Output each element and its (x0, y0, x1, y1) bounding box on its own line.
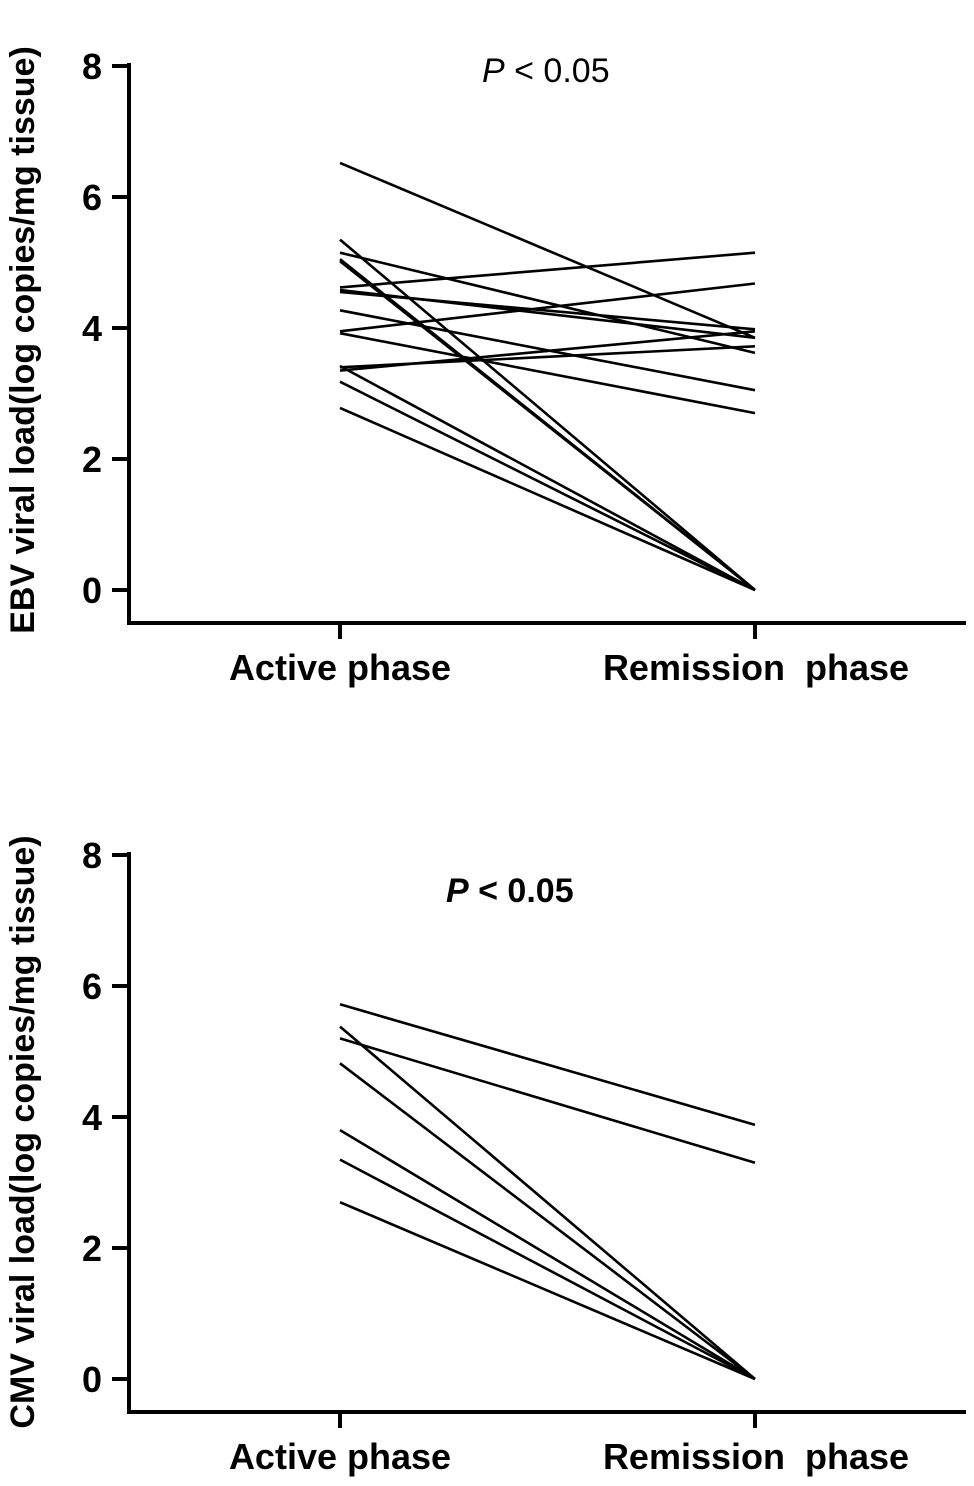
ebv-series-line (339, 331, 756, 415)
ebv-series-line (339, 330, 756, 372)
ebv-series-line (339, 251, 756, 355)
cmv-x-ticks: Active phase Remission phase (229, 1412, 909, 1477)
ebv-series-line (339, 251, 756, 289)
ebv-series-lines (339, 161, 756, 592)
ebv-y-tick-label: 2 (82, 439, 102, 480)
cmv-y-tick-label: 2 (82, 1228, 102, 1269)
ebv-y-axis-label: EBV viral load(log copies/mg tissue) (4, 46, 42, 634)
ebv-x-tick-label: Remission phase (603, 647, 909, 688)
cmv-series-line (339, 1128, 756, 1381)
ebv-series-line (339, 161, 756, 339)
ebv-series-line (339, 380, 756, 592)
ebv-x-tick-label: Active phase (229, 647, 451, 688)
cmv-panel: CMV viral load(log copies/mg tissue) 0 2 4… (4, 835, 966, 1477)
ebv-y-tick-label: 0 (82, 570, 102, 611)
cmv-y-ticks: 0 2 4 6 8 (82, 835, 129, 1400)
ebv-y-tick-label: 4 (82, 308, 102, 349)
ebv-panel: EBV viral load(log copies/mg tissue) 0 2 4… (4, 46, 966, 688)
cmv-p-value: P < 0.05 (446, 872, 574, 910)
ebv-x-ticks: Active phase Remission phase (229, 623, 909, 688)
ebv-p-symbol: P (482, 52, 505, 90)
cmv-y-tick-label: 8 (82, 835, 102, 876)
cmv-series-line (339, 1003, 756, 1127)
ebv-p-value: P < 0.05 (482, 52, 610, 90)
ebv-series-line (339, 238, 756, 591)
cmv-series-line (339, 1062, 756, 1381)
ebv-y-tick-label: 8 (82, 46, 102, 87)
cmv-x-tick-label: Remission phase (603, 1436, 909, 1477)
ebv-series-line (339, 406, 756, 592)
cmv-y-tick-label: 4 (82, 1097, 102, 1138)
ebv-series-line (339, 364, 756, 592)
ebv-p-threshold: < 0.05 (505, 52, 610, 90)
ebv-series-line (339, 282, 756, 333)
cmv-p-threshold: < 0.05 (469, 872, 574, 910)
cmv-series-line (339, 1201, 756, 1381)
ebv-y-ticks: 0 2 4 6 8 (82, 46, 129, 611)
cmv-series-lines (339, 1003, 756, 1381)
cmv-y-axis-label: CMV viral load(log copies/mg tissue) (4, 835, 42, 1428)
cmv-series-line (339, 1037, 756, 1165)
cmv-y-tick-label: 0 (82, 1359, 102, 1400)
cmv-x-tick-label: Active phase (229, 1436, 451, 1477)
ebv-y-tick-label: 6 (82, 177, 102, 218)
ebv-series-line (339, 290, 756, 331)
ebv-series-line (339, 260, 756, 592)
cmv-series-line (339, 1158, 756, 1381)
cmv-series-line (339, 1025, 756, 1380)
cmv-y-tick-label: 6 (82, 966, 102, 1007)
cmv-p-symbol: P (446, 872, 469, 910)
